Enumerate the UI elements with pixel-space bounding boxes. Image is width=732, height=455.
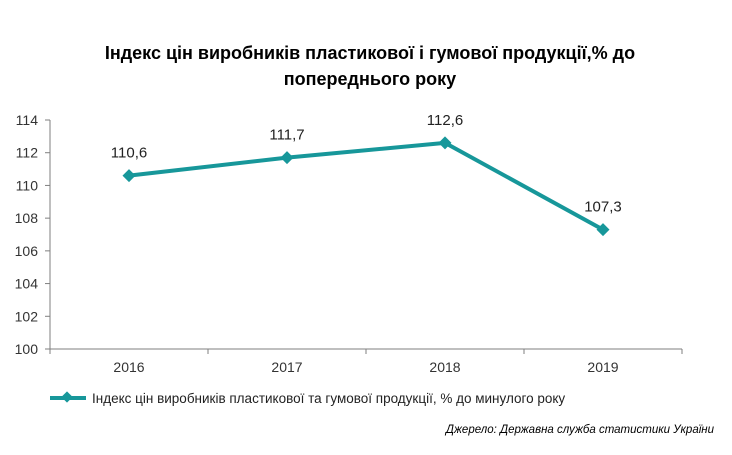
- data-point: [596, 223, 610, 237]
- data-label: 107,3: [584, 199, 622, 216]
- legend-marker-icon: [50, 391, 86, 405]
- data-point: [122, 169, 136, 183]
- series-line: [128, 140, 604, 232]
- data-label: 112,6: [427, 112, 463, 129]
- chart-title: Індекс цін виробників пластикової і гумо…: [104, 43, 636, 89]
- y-tick-label: 110: [16, 177, 39, 193]
- data-label: 111,7: [269, 127, 304, 144]
- y-tick-label: 104: [15, 276, 39, 292]
- y-tick-label: 114: [16, 112, 39, 128]
- legend: Індекс цін виробників пластикової та гум…: [50, 388, 565, 408]
- legend-label: Індекс цін виробників пластикової та гум…: [92, 390, 566, 406]
- y-tick-label: 112: [16, 145, 39, 161]
- x-tick-label: 2018: [429, 359, 460, 375]
- y-tick-label: 108: [15, 210, 39, 226]
- x-tick-label: 2017: [271, 359, 302, 375]
- data-point: [438, 136, 452, 150]
- data-label: 110,6: [111, 145, 147, 162]
- x-tick-label: 2016: [113, 359, 144, 375]
- y-tick-label: 102: [15, 308, 39, 324]
- y-tick-label: 106: [15, 243, 39, 259]
- y-tick-label: 100: [15, 341, 39, 357]
- data-point: [280, 151, 294, 165]
- x-tick-label: 2019: [587, 359, 618, 375]
- source-note: Джерело: Державна служба статистики Укра…: [445, 424, 714, 436]
